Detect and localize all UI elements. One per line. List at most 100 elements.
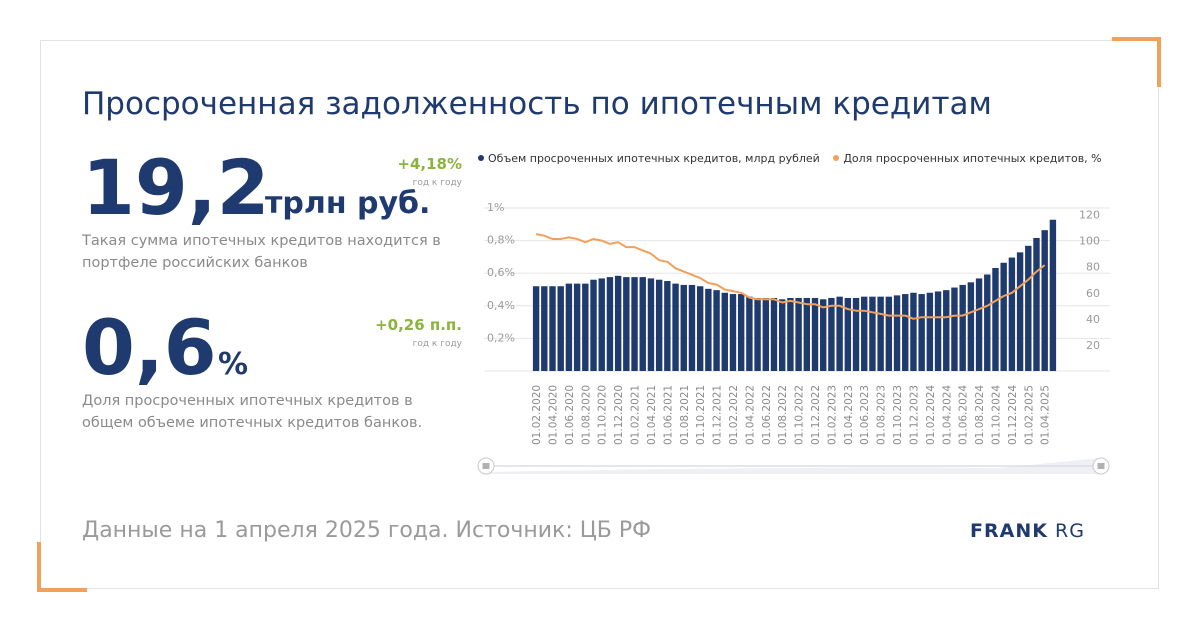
kpi-debt-period: год к году	[412, 178, 462, 188]
bar-volume[interactable]	[975, 278, 983, 371]
bar-volume[interactable]	[959, 284, 966, 371]
x-tick-label: 01.02.2024	[925, 385, 937, 445]
footer-source: Данные на 1 апреля 2025 года. Источник: …	[82, 518, 652, 543]
x-tick-label: 01.12.2022	[810, 385, 822, 445]
bar-volume[interactable]	[778, 299, 786, 371]
bar-volume[interactable]	[573, 283, 581, 371]
bar-volume[interactable]	[926, 292, 934, 371]
bar-volume[interactable]	[664, 281, 671, 371]
x-tick-label: 01.10.2021	[695, 385, 707, 445]
bar-volume[interactable]	[910, 292, 917, 371]
x-tick-label: 01.04.2025	[1040, 385, 1052, 445]
bar-volume[interactable]	[737, 294, 745, 371]
bar-volume[interactable]	[836, 296, 843, 371]
bar-volume[interactable]	[762, 297, 769, 371]
x-tick-label: 01.08.2023	[876, 385, 888, 445]
bar-volume[interactable]	[606, 277, 614, 371]
corner-accent-bottom-left	[37, 542, 87, 592]
bar-volume[interactable]	[1025, 245, 1032, 371]
x-tick-label: 01.10.2020	[597, 385, 609, 445]
x-tick-label: 01.12.2020	[613, 385, 625, 445]
bar-volume[interactable]	[713, 290, 720, 371]
bar-volume[interactable]	[861, 296, 868, 371]
bar-volume[interactable]	[1049, 219, 1057, 371]
bar-volume[interactable]	[647, 278, 655, 371]
kpi-share-period: год к году	[412, 339, 462, 349]
y-right-tick-label: 40	[1086, 313, 1100, 326]
bar-volume[interactable]	[1008, 257, 1016, 371]
y-left-tick-label: 1%	[487, 201, 504, 214]
x-tick-label: 01.02.2022	[728, 385, 740, 445]
bar-volume[interactable]	[803, 297, 811, 371]
bar-volume[interactable]	[984, 274, 991, 371]
legend-label-volume: Объем просроченных ипотечных кредитов, м…	[488, 152, 820, 165]
bar-volume[interactable]	[885, 296, 893, 371]
brand-logo: FRANK RG	[970, 520, 1085, 542]
bar-volume[interactable]	[943, 290, 950, 371]
bar-volume[interactable]	[590, 279, 597, 371]
y-right-tick-label: 60	[1086, 287, 1100, 300]
bar-volume[interactable]	[754, 297, 761, 371]
bar-volume[interactable]	[1033, 237, 1040, 371]
x-tick-label: 01.02.2021	[630, 385, 642, 445]
line-share[interactable]	[535, 233, 1046, 320]
bar-volume[interactable]	[934, 291, 942, 371]
x-tick-label: 01.02.2020	[531, 385, 543, 445]
bar-volume[interactable]	[746, 296, 753, 371]
bar-volume[interactable]	[729, 294, 737, 371]
bar-volume[interactable]	[795, 297, 802, 371]
bar-volume[interactable]	[967, 282, 975, 371]
bar-volume[interactable]	[844, 297, 852, 371]
bar-volume[interactable]	[565, 283, 573, 371]
x-tick-label: 01.04.2023	[843, 385, 855, 445]
x-tick-label: 01.10.2024	[990, 385, 1002, 445]
bar-volume[interactable]	[623, 277, 630, 371]
bar-volume[interactable]	[1016, 252, 1024, 371]
y-left-tick-label: 0,6%	[487, 266, 515, 279]
bar-volume[interactable]	[672, 283, 679, 371]
bar-volume[interactable]	[1000, 262, 1007, 371]
x-tick-label: 01.04.2021	[646, 385, 658, 445]
bar-volume[interactable]	[688, 284, 696, 371]
corner-accent-top-right	[1112, 37, 1161, 87]
bar-volume[interactable]	[655, 279, 663, 371]
bar-volume[interactable]	[639, 277, 646, 371]
bar-volume[interactable]	[770, 297, 778, 371]
bar-volume[interactable]	[951, 287, 958, 371]
bar-volume[interactable]	[705, 288, 712, 371]
bar-volume[interactable]	[598, 278, 605, 371]
bar-volume[interactable]	[992, 267, 999, 371]
bar-volume[interactable]	[1041, 230, 1048, 371]
bar-volume[interactable]	[532, 286, 540, 371]
bar-volume[interactable]	[869, 296, 876, 371]
bar-volume[interactable]	[893, 295, 901, 371]
bar-volume[interactable]	[557, 286, 564, 371]
bar-volume[interactable]	[787, 297, 794, 371]
bar-volume[interactable]	[828, 297, 835, 371]
x-tick-label: 01.06.2023	[859, 385, 871, 445]
bar-volume[interactable]	[696, 286, 704, 371]
bar-volume[interactable]	[811, 297, 819, 371]
bar-volume[interactable]	[614, 275, 622, 371]
bar-volume[interactable]	[582, 283, 589, 371]
bar-volume[interactable]	[902, 294, 909, 371]
y-right-tick-label: 80	[1086, 261, 1100, 274]
x-tick-label: 01.08.2024	[974, 385, 986, 445]
bar-volume[interactable]	[852, 297, 860, 371]
bar-volume[interactable]	[549, 286, 556, 371]
y-right-tick-label: 100	[1079, 235, 1100, 248]
kpi-debt-value: 19,2	[82, 143, 270, 232]
y-left-tick-label: 0,4%	[487, 299, 515, 312]
bar-volume[interactable]	[877, 296, 884, 371]
bar-volume[interactable]	[680, 284, 687, 371]
bar-volume[interactable]	[721, 292, 728, 371]
legend-item-volume[interactable]: Объем просроченных ипотечных кредитов, м…	[478, 152, 820, 165]
kpi-share-change: +0,26 п.п.	[375, 316, 462, 334]
bar-volume[interactable]	[541, 286, 548, 371]
bar-volume[interactable]	[820, 299, 827, 371]
legend-item-share[interactable]: Доля просроченных ипотечных кредитов, %	[833, 152, 1102, 165]
bar-volume[interactable]	[918, 294, 925, 371]
bar-volume[interactable]	[631, 277, 638, 371]
x-tick-label: 01.12.2024	[1007, 385, 1019, 445]
brand-logo-bold: FRANK	[970, 520, 1048, 542]
